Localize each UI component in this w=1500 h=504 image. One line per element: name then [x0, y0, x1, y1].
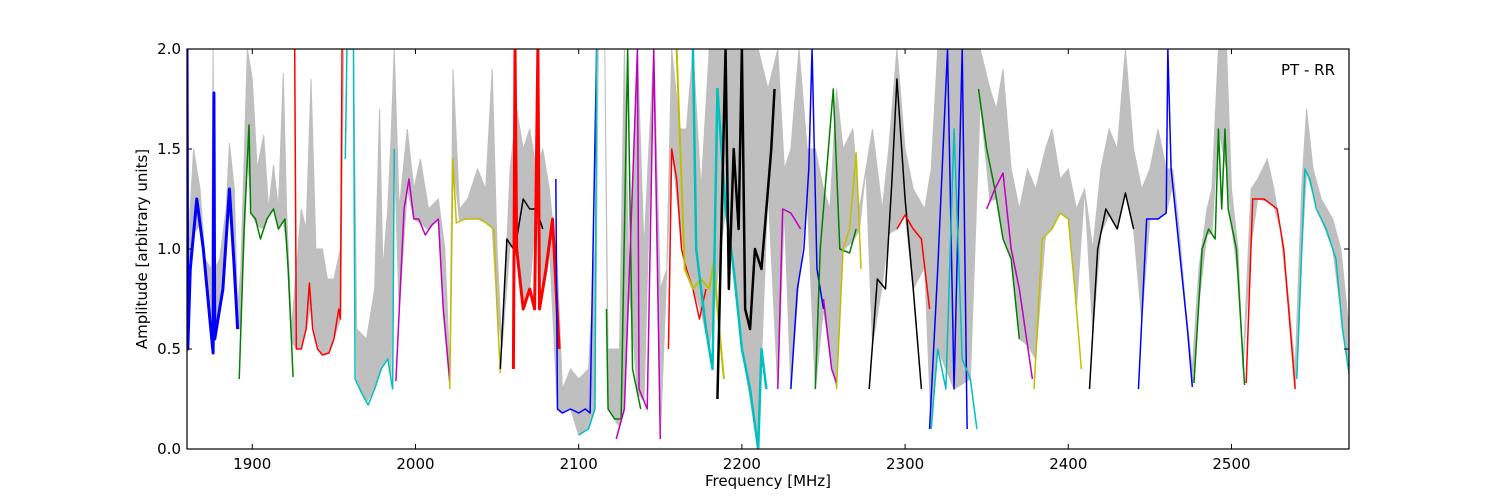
series-line-21: [868, 78, 923, 390]
y-tick-label: 2.0: [157, 40, 181, 58]
envelope-band: [187, 49, 1349, 449]
x-axis-label: Frequency [MHz]: [705, 472, 831, 490]
series-line-4: [395, 178, 451, 382]
series-line-20: [835, 152, 862, 390]
axis-ticks: 1900 2000 2100 2200 2300 2400 2500 0.0 0.5 1.0 1.5…: [157, 40, 1349, 473]
series-line-7: [511, 49, 561, 370]
series-line-27: [1033, 212, 1083, 390]
series-line-29: [1137, 49, 1194, 390]
y-tick-label: 0.0: [157, 440, 181, 458]
series-line-1: [238, 124, 294, 380]
series-line-16: [777, 208, 802, 390]
y-tick-label: 1.0: [157, 240, 181, 258]
series-line-30: [1193, 128, 1246, 386]
series-line-11: [615, 49, 662, 440]
x-tick-label: 1900: [233, 455, 271, 473]
series-line-19: [822, 298, 838, 384]
series-line-13: [675, 49, 725, 380]
plot-area: [187, 49, 1349, 449]
series-line-17: [790, 49, 825, 390]
x-tick-label: 2500: [1212, 455, 1250, 473]
x-tick-label: 2100: [560, 455, 598, 473]
x-tick-label: 2300: [886, 455, 924, 473]
series-line-31: [1245, 198, 1296, 390]
x-tick-label: 2400: [1049, 455, 1087, 473]
series-line-28: [1088, 192, 1135, 390]
series-line-9: [578, 49, 598, 436]
series-line-8: [555, 49, 598, 414]
series-line-18: [814, 88, 857, 390]
series-line-22: [896, 214, 931, 310]
series-line-25: [977, 88, 1021, 340]
series-line-3: [344, 49, 396, 406]
y-tick-label: 1.5: [157, 140, 181, 158]
series-line-15: [716, 49, 776, 400]
series-line-26: [985, 172, 1034, 380]
chart-annotation: PT - RR: [1281, 61, 1335, 79]
x-tick-label: 2000: [396, 455, 434, 473]
series-line-2: [293, 49, 343, 356]
series-line-32: [1296, 168, 1349, 380]
y-tick-label: 0.5: [157, 340, 181, 358]
y-axis-label: Amplitude [arbitrary units]: [133, 149, 151, 349]
x-tick-label: 2200: [723, 455, 761, 473]
series-line-0: [187, 49, 240, 355]
series-line-5: [449, 158, 502, 390]
series-line-24: [930, 128, 978, 430]
